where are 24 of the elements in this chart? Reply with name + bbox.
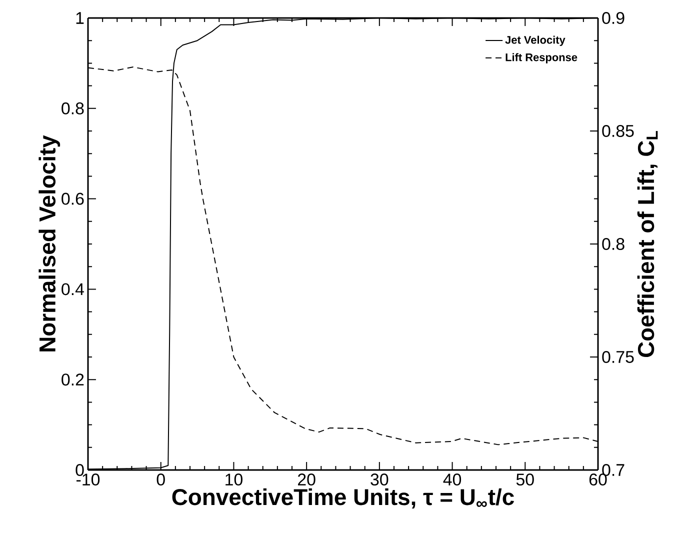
x-tick-label: 40 [443, 474, 462, 486]
y2-tick-label: 0.8 [602, 238, 624, 250]
y-tick-label: 1 [76, 12, 84, 24]
y2-tick-label: 0.75 [602, 351, 634, 363]
y2-tick-label: 0.85 [602, 125, 634, 137]
x-tick-label: 50 [516, 474, 534, 486]
y2-tick-label: 0.9 [602, 12, 624, 24]
y2-axis-title: Coefficient of Lift, C$_{L}$ [637, 131, 658, 358]
y-tick-label: 0 [76, 464, 84, 476]
x-tick-label: -10 [76, 474, 100, 486]
y-tick-label: 0.4 [62, 283, 84, 296]
x-tick-label: 10 [226, 474, 242, 486]
x-tick-label: 0 [156, 474, 165, 486]
x-tick-label: 20 [298, 474, 316, 486]
x-axis-title: ConvectiveTime Units, τ = U$_{∞}$t/c [172, 488, 514, 509]
y-axis-title: Normalised Velocity [38, 135, 60, 352]
y-tick-label: 0.2 [62, 374, 84, 386]
y-tick-label: 0.6 [62, 192, 84, 205]
legend-label: Jet Velocity [505, 36, 566, 46]
legend-label: Lift Response [506, 53, 578, 64]
x-tick-label: 30 [370, 474, 388, 486]
y-tick-label: 0.8 [62, 102, 84, 114]
y2-tick-label: 0.7 [602, 464, 624, 476]
x-tick-label: 60 [589, 474, 607, 486]
